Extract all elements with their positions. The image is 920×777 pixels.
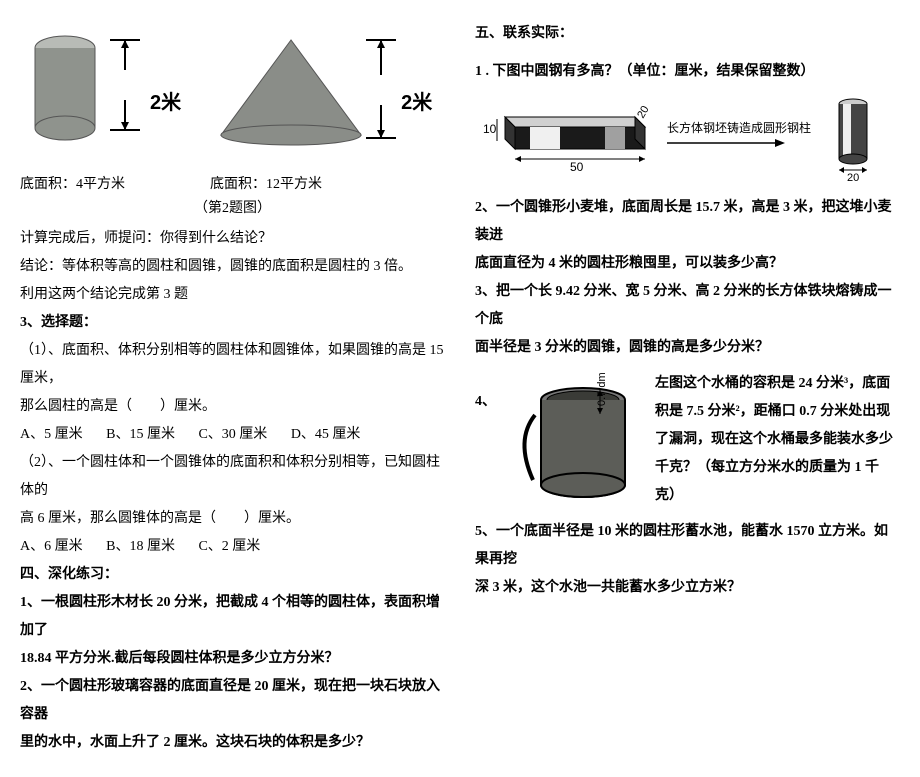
cone-height-label: 2米 bbox=[401, 86, 432, 115]
q3-1-option-c: C、30 厘米 bbox=[198, 421, 267, 449]
page: 2米 2米 底面积：4平方米 底面积：12平方米 bbox=[20, 20, 900, 757]
q4-line4: 千克？（每立方分米水的质量为 1 千克） bbox=[655, 454, 895, 510]
bucket-row: 4、 0.7 dm 左图这个水桶的容积是 24 分米³，底面 积是 7.5 分米… bbox=[475, 370, 900, 510]
ingot-depth-dim: 20 bbox=[635, 104, 652, 121]
q3-2-option-c: C、2 厘米 bbox=[198, 533, 260, 561]
steel-cylinder-svg: 20 bbox=[823, 92, 883, 182]
p4-2-line1: 2、一个圆柱形玻璃容器的底面直径是 20 厘米，现在把一块石块放入容器 bbox=[20, 673, 445, 729]
q3-2-options: A、6 厘米 B、18 厘米 C、2 厘米 bbox=[20, 533, 445, 561]
right-column: 五、联系实际： 1 . 下图中圆钢有多高？（单位：厘米，结果保留整数） 10 bbox=[475, 20, 900, 757]
base-labels-row: 底面积：4平方米 底面积：12平方米 bbox=[20, 173, 445, 193]
r-q3-line1: 3、把一个长 9.42 分米、宽 5 分米、高 2 分米的长方体铁块熔铸成一个底 bbox=[475, 278, 900, 334]
spacer bbox=[475, 48, 900, 58]
r-q2-line1: 2、一个圆锥形小麦堆，底面周长是 15.7 米，高是 3 米，把这堆小麦装进 bbox=[475, 194, 900, 250]
figure-caption: （第2题图） bbox=[20, 197, 445, 217]
cone-svg bbox=[211, 20, 411, 160]
cone-figure bbox=[211, 20, 411, 165]
bucket-dim-label: 0.7 dm bbox=[596, 372, 608, 406]
figure-row: 2米 2米 bbox=[20, 20, 445, 165]
q3-1-line2: 那么圆柱的高是（ ）厘米。 bbox=[20, 393, 445, 421]
text-use-conclusion: 利用这两个结论完成第 3 题 bbox=[20, 281, 445, 309]
q3-2-option-a: A、6 厘米 bbox=[20, 533, 83, 561]
p4-2-line2: 里的水中，水面上升了 2 厘米。这块石块的体积是多少？ bbox=[20, 729, 445, 757]
q3-2-option-b: B、18 厘米 bbox=[106, 533, 175, 561]
text-conclusion: 结论：等体积等高的圆柱和圆锥，圆锥的底面积是圆柱的 3 倍。 bbox=[20, 253, 445, 281]
section4-title: 四、深化练习： bbox=[20, 561, 445, 589]
q3-2-line1: （2）、一个圆柱体和一个圆锥体的底面积和体积分别相等，已知圆柱体的 bbox=[20, 449, 445, 505]
arrow-label: 长方体钢坯铸造成圆形钢柱 bbox=[667, 119, 811, 136]
cylinder-base-label: 底面积：4平方米 bbox=[20, 173, 180, 193]
q3-1-line1: （1）、底面积、体积分别相等的圆柱体和圆锥体，如果圆锥的高是 15 厘米， bbox=[20, 337, 445, 393]
p4-1-line2: 18.84 平方分米.截后每段圆柱体积是多少立方分米？ bbox=[20, 645, 445, 673]
r-q5-line2: 深 3 米，这个水池一共能蓄水多少立方米？ bbox=[475, 574, 900, 602]
ingot-svg: 10 50 20 bbox=[475, 97, 655, 177]
q3-1-options: A、5 厘米 B、15 厘米 C、30 厘米 D、45 厘米 bbox=[20, 421, 445, 449]
r-q2-line2: 底面直径为 4 米的圆柱形粮囤里，可以装多少高？ bbox=[475, 250, 900, 278]
steel-diagram-row: 10 50 20 长方体钢坯铸造成圆形钢柱 bbox=[475, 92, 900, 182]
q4-line2: 积是 7.5 分米²，距桶口 0.7 分米处出现 bbox=[655, 398, 895, 426]
spacer-2 bbox=[475, 362, 900, 370]
section5-title: 五、联系实际： bbox=[475, 20, 900, 48]
q3-1-option-d: D、45 厘米 bbox=[291, 421, 361, 449]
r-q5-line1: 5、一个底面半径是 10 米的圆柱形蓄水池，能蓄水 1570 立方米。如果再挖 bbox=[475, 518, 900, 574]
spacer-3 bbox=[475, 510, 900, 518]
r-q1-title: 1 . 下图中圆钢有多高？（单位：厘米，结果保留整数） bbox=[475, 58, 900, 86]
q3-1-option-a: A、5 厘米 bbox=[20, 421, 83, 449]
bucket-text: 左图这个水桶的容积是 24 分米³，底面 积是 7.5 分米²，距桶口 0.7 … bbox=[655, 370, 895, 510]
q3-title: 3、选择题： bbox=[20, 309, 445, 337]
text-after-calc: 计算完成后，师提问：你得到什么结论？ bbox=[20, 225, 445, 253]
r-q3-line2: 面半径是 3 分米的圆锥，圆锥的高是多少分米？ bbox=[475, 334, 900, 362]
q3-1-option-b: B、15 厘米 bbox=[106, 421, 175, 449]
arrow-icon bbox=[667, 136, 787, 150]
q3-2-line2: 高 6 厘米，那么圆锥体的高是（ ）厘米。 bbox=[20, 505, 445, 533]
left-column: 2米 2米 底面积：4平方米 底面积：12平方米 bbox=[20, 20, 445, 757]
q4-line1: 左图这个水桶的容积是 24 分米³，底面 bbox=[655, 370, 895, 398]
cone-base-label: 底面积：12平方米 bbox=[210, 173, 410, 193]
steel-cyl-diam: 20 bbox=[847, 172, 859, 182]
q4-number: 4、 bbox=[475, 370, 495, 410]
ingot-width-dim: 50 bbox=[570, 160, 584, 174]
bucket-svg: 0.7 dm bbox=[505, 370, 645, 510]
ingot-height-dim: 10 bbox=[483, 122, 497, 136]
q4-line3: 了漏洞，现在这个水桶最多能装水多少 bbox=[655, 426, 895, 454]
arrow-block: 长方体钢坯铸造成圆形钢柱 bbox=[667, 119, 811, 155]
cylinder-height-label: 2米 bbox=[150, 86, 181, 115]
